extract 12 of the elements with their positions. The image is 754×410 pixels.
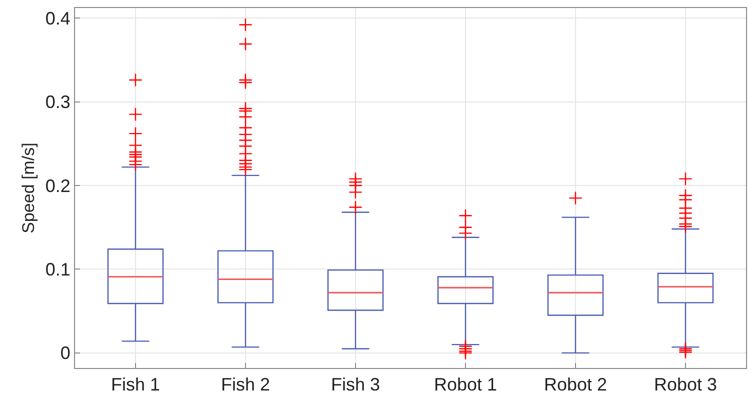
y-tick-label: 0 bbox=[60, 343, 70, 364]
y-tick-label: 0.4 bbox=[45, 8, 70, 28]
x-tick-label: Robot 1 bbox=[434, 374, 498, 395]
x-tick-label: Fish 1 bbox=[110, 374, 160, 395]
x-tick-label: Fish 3 bbox=[330, 374, 380, 395]
y-tick-label: 0.1 bbox=[45, 260, 70, 280]
y-tick-label: 0.3 bbox=[45, 92, 70, 112]
y-axis-title: Speed [m/s] bbox=[18, 142, 38, 234]
x-tick-label: Robot 3 bbox=[654, 374, 718, 395]
x-tick-label: Fish 2 bbox=[220, 374, 270, 395]
x-tick-label: Robot 2 bbox=[544, 374, 608, 395]
y-tick-label: 0.2 bbox=[45, 176, 70, 196]
